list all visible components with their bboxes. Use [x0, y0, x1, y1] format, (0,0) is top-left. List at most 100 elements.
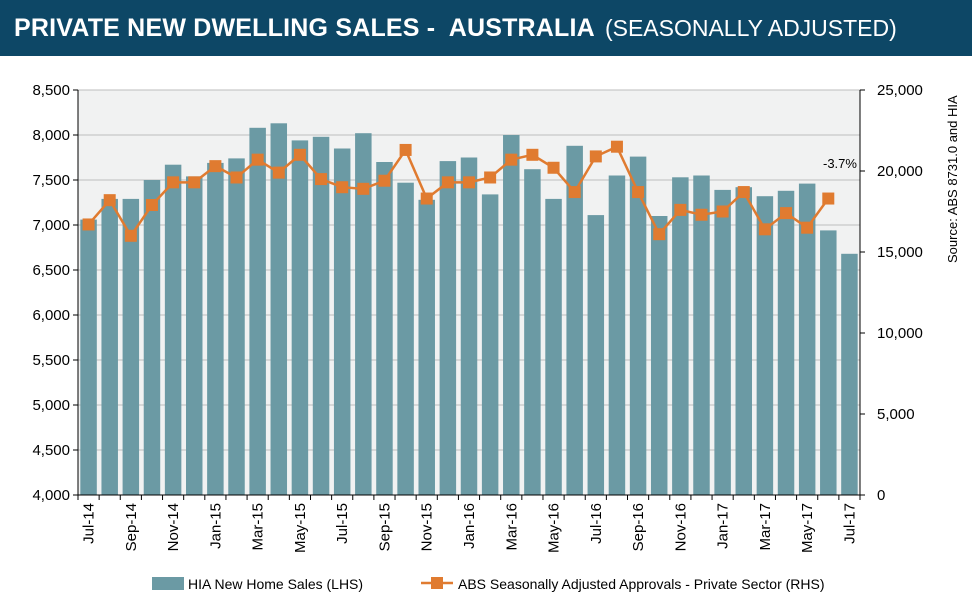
x-tick-label: Jan-15 [207, 503, 224, 549]
bar [101, 198, 118, 495]
line-marker [653, 228, 666, 241]
line-marker [737, 186, 750, 199]
bar [798, 183, 816, 495]
bar [164, 164, 182, 495]
line-marker [357, 182, 370, 195]
bar [312, 136, 330, 496]
bar [587, 215, 605, 495]
bar [355, 133, 372, 495]
bar [841, 253, 858, 495]
bar [418, 199, 435, 496]
x-tick-label: Jul-16 [588, 503, 605, 544]
line-marker [378, 174, 391, 187]
x-tick-label: Mar-17 [757, 503, 774, 551]
bar-series [80, 123, 858, 496]
y-left-tick-label: 7,000 [32, 217, 70, 234]
line-marker [695, 208, 708, 221]
y-right-tick-label: 25,000 [877, 82, 923, 99]
chart-subtitle: (SEASONALLY ADJUSTED) [604, 14, 897, 41]
x-tick-label: Jan-17 [715, 503, 732, 549]
line-marker [716, 205, 729, 218]
line-marker [145, 199, 158, 212]
line-marker [336, 181, 349, 194]
bar [524, 169, 541, 495]
x-tick-label: Sep-16 [630, 503, 647, 551]
y-right-tick-label: 0 [877, 487, 885, 504]
bar [249, 127, 266, 496]
line-marker [315, 173, 328, 186]
y-left-tick-label: 5,000 [32, 397, 70, 414]
line-marker [505, 153, 518, 166]
last-value-annotation: -3.7% [823, 156, 857, 171]
x-tick-label: Jan-16 [461, 503, 478, 549]
line-marker [674, 203, 687, 216]
bar [143, 180, 161, 495]
bar [270, 123, 288, 496]
legend: HIA New Home Sales (LHS) ABS Seasonally … [152, 576, 825, 592]
x-tick-label: Nov-14 [165, 503, 182, 551]
y-left-tick-label: 6,000 [32, 307, 70, 324]
bar [460, 157, 478, 495]
line-marker [758, 223, 771, 236]
bar [291, 140, 309, 495]
line-marker [82, 218, 95, 231]
line-marker [441, 176, 454, 189]
y-left-tick-label: 8,000 [32, 127, 70, 144]
line-marker [526, 148, 539, 161]
x-tick-label: Jul-14 [81, 503, 98, 544]
x-tick-label: May-16 [546, 503, 563, 553]
legend-swatch-bars [152, 577, 184, 590]
bar [122, 198, 140, 495]
line-marker [484, 171, 497, 184]
bar [376, 162, 393, 495]
y-right-tick-label: 15,000 [877, 244, 923, 261]
y-left-tick-label: 4,500 [32, 442, 70, 459]
legend-label-bars: HIA New Home Sales (LHS) [188, 576, 363, 592]
line-marker [610, 140, 623, 153]
x-tick-label: Sep-14 [123, 503, 140, 551]
line-marker [399, 143, 412, 156]
axes: 4,000 4,500 5,000 5,500 6,000 6,500 7,000 7,500… [32, 82, 922, 553]
x-tick-label: May-17 [799, 503, 816, 553]
y-left-tick-label: 5,500 [32, 352, 70, 369]
x-tick-label: May-15 [292, 503, 309, 553]
bar [650, 216, 668, 495]
bar [566, 145, 583, 496]
line-marker [124, 229, 137, 242]
legend-label-line: ABS Seasonally Adjusted Approvals - Priv… [458, 576, 825, 592]
bar [439, 161, 457, 495]
bar [333, 148, 351, 495]
source-note: Source: ABS 8731.0 and HIA [945, 95, 960, 263]
line-marker [293, 148, 306, 161]
bar [629, 156, 647, 495]
y-left-tick-label: 6,500 [32, 262, 70, 279]
line-marker [632, 186, 645, 199]
line-marker [188, 176, 201, 189]
chart-title: PRIVATE NEW DWELLING SALES - AUSTRALIA [14, 13, 595, 42]
x-tick-label: Jul-15 [334, 503, 351, 544]
bar [545, 198, 562, 495]
bar [207, 162, 224, 495]
bar [228, 158, 245, 495]
x-tick-label: Nov-15 [419, 503, 436, 551]
bar [481, 194, 499, 495]
y-right-tick-label: 20,000 [877, 163, 923, 180]
line-marker [103, 194, 116, 207]
y-left-tick-label: 4,000 [32, 487, 70, 504]
line-marker [780, 207, 793, 220]
line-marker [251, 153, 264, 166]
line-marker [801, 221, 814, 234]
title-bar: PRIVATE NEW DWELLING SALES - AUSTRALIA (… [0, 0, 972, 56]
line-marker [272, 166, 285, 179]
line-marker [463, 176, 475, 189]
y-right-tick-label: 10,000 [877, 325, 923, 342]
bar [777, 190, 795, 496]
bar [714, 189, 731, 495]
x-tick-label: Mar-16 [503, 503, 520, 551]
bar [693, 175, 710, 495]
bar [735, 187, 752, 495]
x-tick-label: Nov-16 [672, 503, 689, 551]
bar [672, 177, 689, 496]
bar [186, 176, 203, 495]
